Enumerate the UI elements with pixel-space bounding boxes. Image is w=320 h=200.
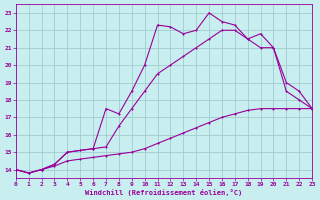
X-axis label: Windchill (Refroidissement éolien,°C): Windchill (Refroidissement éolien,°C) <box>85 189 243 196</box>
